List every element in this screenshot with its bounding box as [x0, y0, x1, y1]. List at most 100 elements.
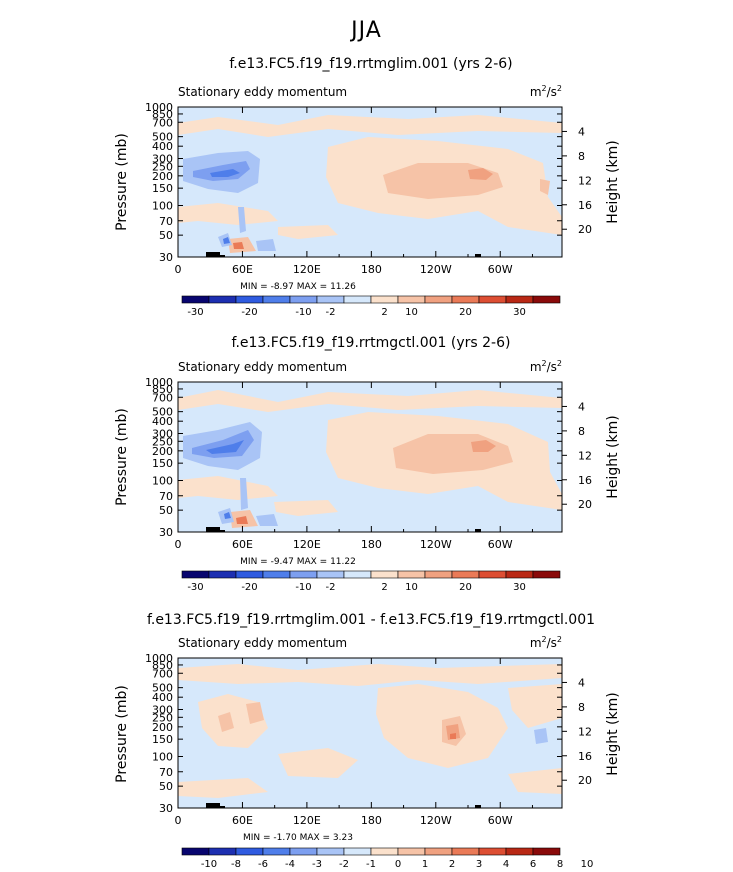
colorbar-label: -30 — [187, 307, 203, 315]
colorbar-swatch — [505, 570, 534, 579]
x-tick-label: 120E — [293, 263, 321, 276]
panel-3-frame — [177, 657, 563, 809]
colorbar-label: 30 — [513, 307, 526, 315]
contour-positive-strong — [218, 712, 234, 732]
panel-3-y2label: Height (km) — [605, 692, 621, 775]
topography — [475, 529, 481, 532]
colorbar-label: 10 — [581, 859, 594, 870]
colorbar-swatch — [397, 295, 426, 304]
colorbar-swatch — [208, 847, 237, 856]
colorbar-label: -2 — [326, 307, 336, 315]
contour-negative-max — [206, 440, 244, 454]
colorbar-label: 8 — [557, 859, 563, 870]
colorbar-label: -2 — [326, 582, 336, 590]
colorbar-swatch — [316, 295, 345, 304]
colorbar-swatch — [505, 847, 534, 856]
x-tick-label: 120E — [293, 814, 321, 827]
y-tick-label: 500 — [152, 682, 173, 695]
x-tick-label: 120W — [420, 538, 452, 551]
colorbar-swatch — [262, 847, 291, 856]
x-tick-label: 180 — [361, 538, 382, 551]
panel-1-y2label: Height (km) — [605, 140, 621, 223]
topography — [220, 255, 225, 257]
y-tick-label: 1000 — [145, 376, 173, 389]
colorbar-swatch — [424, 570, 453, 579]
colorbar-label: -30 — [187, 582, 203, 590]
colorbar-label: -3 — [312, 859, 322, 870]
topography — [475, 254, 481, 257]
contour-positive-max — [236, 516, 248, 524]
contour-negative-max — [210, 169, 240, 177]
height-tick-label: 4 — [578, 125, 585, 138]
contour-positive-region — [178, 664, 562, 686]
panel-1-title: f.e13.FC5.f19_f19.rrtmglim.001 (yrs 2-6) — [229, 56, 512, 72]
panel-1-topography — [206, 252, 481, 257]
contour-positive-max — [471, 440, 496, 452]
y-tick-label: 150 — [152, 733, 173, 746]
y-tick-label: 70 — [159, 215, 173, 228]
y-tick-label: 850 — [152, 108, 173, 121]
colorbar-label: -2 — [339, 859, 349, 870]
x-tick-label: 60W — [488, 814, 513, 827]
colorbar-swatch — [181, 570, 210, 579]
colorbar-swatch — [532, 295, 561, 304]
colorbar-swatch — [235, 570, 264, 579]
panel-1-frame — [177, 106, 563, 258]
panel-3: f.e13.FC5.f19_f19.rrtmglim.001 - f.e13.F… — [114, 612, 621, 870]
colorbar-label: 10 — [405, 582, 418, 590]
topography — [220, 530, 225, 532]
topography — [206, 527, 220, 532]
x-tick-label: 0 — [175, 814, 182, 827]
colorbar-swatch — [478, 295, 507, 304]
panel-2-y2label: Height (km) — [605, 415, 621, 498]
height-tick-label: 8 — [578, 150, 585, 163]
colorbar-swatch — [235, 847, 264, 856]
y-tick-label: 150 — [152, 182, 173, 195]
colorbar-swatch — [262, 570, 291, 579]
colorbar-label: 30 — [513, 582, 526, 590]
topography — [206, 803, 220, 808]
contour-positive-max — [446, 724, 460, 740]
contour-positive-strong — [540, 179, 550, 195]
y-tick-label: 700 — [152, 391, 173, 404]
colorbar-swatch — [370, 570, 399, 579]
contour-positive-max — [233, 242, 244, 249]
contour-positive-region — [508, 684, 562, 728]
height-tick-label: 20 — [578, 223, 592, 236]
x-tick-label: 180 — [361, 263, 382, 276]
y-tick-label: 30 — [159, 251, 173, 264]
colorbar-label: 1 — [422, 859, 428, 870]
colorbar-swatch — [343, 847, 372, 856]
panel-3-title: f.e13.FC5.f19_f19.rrtmglim.001 - f.e13.F… — [147, 612, 595, 628]
colorbar-label: 2 — [381, 582, 387, 590]
panel-3-ylabel: Pressure (mb) — [114, 685, 130, 783]
contour-positive-region — [178, 115, 562, 137]
colorbar-swatch — [370, 295, 399, 304]
contour-negative-strong — [223, 237, 230, 244]
colorbar-label: 20 — [459, 582, 472, 590]
colorbar-label: -10 — [295, 582, 311, 590]
panel-2-topography — [206, 527, 481, 532]
x-tick-label: 60W — [488, 538, 513, 551]
y-tick-label: 300 — [152, 704, 173, 717]
panel-2-stats: MIN = -9.47 MAX = 11.22 — [240, 557, 356, 567]
contour-positive-region — [178, 778, 268, 798]
colorbar-swatch — [451, 295, 480, 304]
colorbar-swatch — [397, 847, 426, 856]
colorbar-swatch — [370, 847, 399, 856]
contour-positive-strong — [246, 702, 264, 724]
colorbar-swatch — [208, 570, 237, 579]
y-tick-label: 200 — [152, 445, 173, 458]
y-tick-label: 850 — [152, 659, 173, 672]
x-tick-label: 120W — [420, 263, 452, 276]
panel-1-units: m2/s2 — [530, 84, 562, 99]
colorbar-label: -4 — [285, 859, 295, 870]
panel-1-colorbar: -30 -20 -10 -2 2 10 20 30 — [181, 295, 561, 315]
height-tick-label: 16 — [578, 474, 592, 487]
x-tick-label: 120W — [420, 814, 452, 827]
contour-positive-max — [468, 168, 493, 180]
y-tick-label: 500 — [152, 131, 173, 144]
contour-negative-region — [238, 207, 246, 233]
contour-positive-region — [178, 390, 562, 412]
y-tick-label: 100 — [152, 199, 173, 212]
